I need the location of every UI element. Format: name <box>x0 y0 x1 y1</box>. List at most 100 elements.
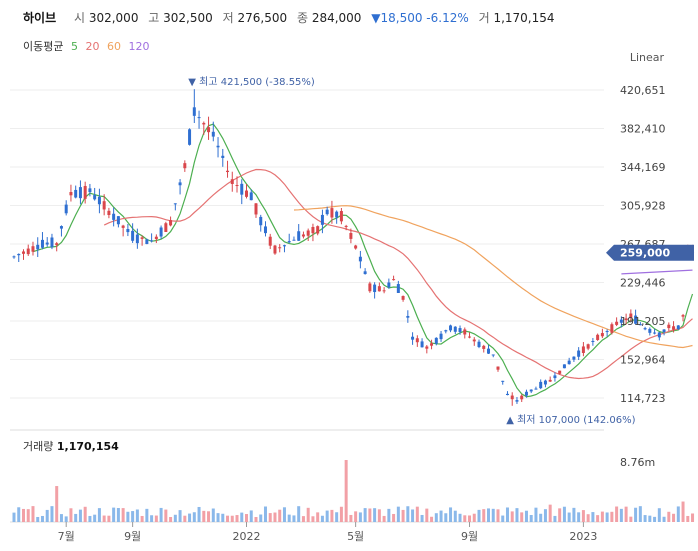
candle-body <box>145 239 149 245</box>
time-tick-label: 5월 <box>347 530 364 543</box>
candle-body <box>529 389 533 392</box>
volume-bar <box>278 509 282 522</box>
candle-body <box>581 346 585 353</box>
volume-bar <box>420 514 424 522</box>
candle-body <box>605 331 609 333</box>
candle-body <box>468 336 472 338</box>
price-tick-label: 191,205 <box>620 315 666 328</box>
candle-body <box>662 329 666 333</box>
volume-bar <box>259 514 263 522</box>
volume-bar <box>159 507 163 522</box>
volume-bar <box>396 506 400 522</box>
volume-bar <box>150 515 154 522</box>
volume-bar <box>64 516 68 522</box>
volume-bar <box>524 510 528 522</box>
candle-body <box>672 326 676 330</box>
volume-bar <box>245 514 249 522</box>
candle-body <box>600 333 604 337</box>
volume-bar <box>183 515 187 522</box>
candle-body <box>221 155 225 158</box>
candle-body <box>638 324 642 326</box>
open-label: 시 <box>73 11 85 25</box>
time-axis: 7월 9월 2022 5월 9월 2023 <box>58 522 597 543</box>
volume-bar <box>173 514 177 522</box>
price-tick-label: 305,928 <box>620 200 666 213</box>
candle-body <box>406 315 410 318</box>
volume-bar <box>292 515 296 522</box>
volume-bar <box>572 507 576 522</box>
volume-bar <box>377 509 381 522</box>
candle-body <box>330 208 334 218</box>
volume-bar <box>226 515 230 522</box>
candle-body <box>458 328 462 332</box>
candle-body <box>31 246 35 252</box>
volume-bar <box>197 506 201 522</box>
volume-bar <box>316 512 320 522</box>
high-label: 고 <box>148 11 160 25</box>
candle-body <box>36 244 40 250</box>
price-tick-label: 420,651 <box>620 84 666 97</box>
candle-body <box>534 388 538 390</box>
volume-bar <box>653 516 657 522</box>
candle-body <box>591 340 595 342</box>
volume-bar <box>586 514 590 522</box>
candle-body <box>230 179 234 185</box>
candle-body <box>615 321 619 325</box>
volume-bar <box>102 515 106 522</box>
volume-bar <box>672 513 676 522</box>
volume-bar <box>263 506 267 522</box>
volume-bar <box>567 512 571 522</box>
time-tick-label: 9월 <box>461 530 478 543</box>
candle-body <box>287 241 291 243</box>
volume-bar <box>534 507 538 522</box>
ma-5: 5 <box>70 40 78 53</box>
candle-body <box>169 220 173 226</box>
volume-bar <box>453 510 457 522</box>
candle-body <box>112 213 116 220</box>
volume-bar <box>40 515 44 522</box>
volume-bar <box>26 509 30 522</box>
ma-60-line <box>293 205 693 349</box>
candle-body <box>382 290 386 292</box>
volume-bar <box>282 507 286 522</box>
candle-body <box>121 225 125 228</box>
volume-bar <box>121 508 125 522</box>
time-tick-label: 2023 <box>569 530 597 543</box>
volume-bar <box>463 515 467 522</box>
candle-body <box>548 379 552 382</box>
low-annotation: ▲ 최저 107,000 (142.06%) <box>506 414 635 426</box>
candle-body <box>558 370 562 374</box>
candle-body <box>235 185 239 187</box>
stock-name: 하이브 <box>23 11 57 25</box>
moving-average-legend[interactable]: 이동평균 5 20 60 120 <box>23 38 153 54</box>
candle-body <box>491 354 495 356</box>
volume-bar <box>477 509 481 522</box>
candle-body <box>320 214 324 225</box>
candle-body <box>487 348 490 354</box>
volume-bar <box>648 515 652 522</box>
candle-body <box>282 245 286 247</box>
candle-body <box>667 324 671 329</box>
candle-body <box>126 229 130 233</box>
volume-bar <box>240 512 244 522</box>
ma-label: 이동평균 <box>23 40 64 53</box>
volume-bar <box>339 506 343 522</box>
volume-bar <box>17 507 21 522</box>
candle-body <box>17 253 21 256</box>
candle-body <box>135 234 139 244</box>
candle-body <box>83 185 87 199</box>
volume-bar <box>401 509 405 522</box>
volume-bar <box>169 517 173 522</box>
price-tick-label: 344,169 <box>620 161 666 174</box>
candle-body <box>21 251 25 254</box>
volume-bar <box>425 508 429 522</box>
candle-body <box>439 333 443 340</box>
candle-body <box>596 334 600 340</box>
volume-bar <box>69 508 73 522</box>
volume-bar <box>548 504 552 522</box>
scale-mode-toggle[interactable]: Linear <box>629 51 664 64</box>
candle-body <box>543 380 547 385</box>
volume-bar <box>382 515 386 522</box>
volume-panel-label: 거래량 1,170,154 <box>23 438 119 454</box>
